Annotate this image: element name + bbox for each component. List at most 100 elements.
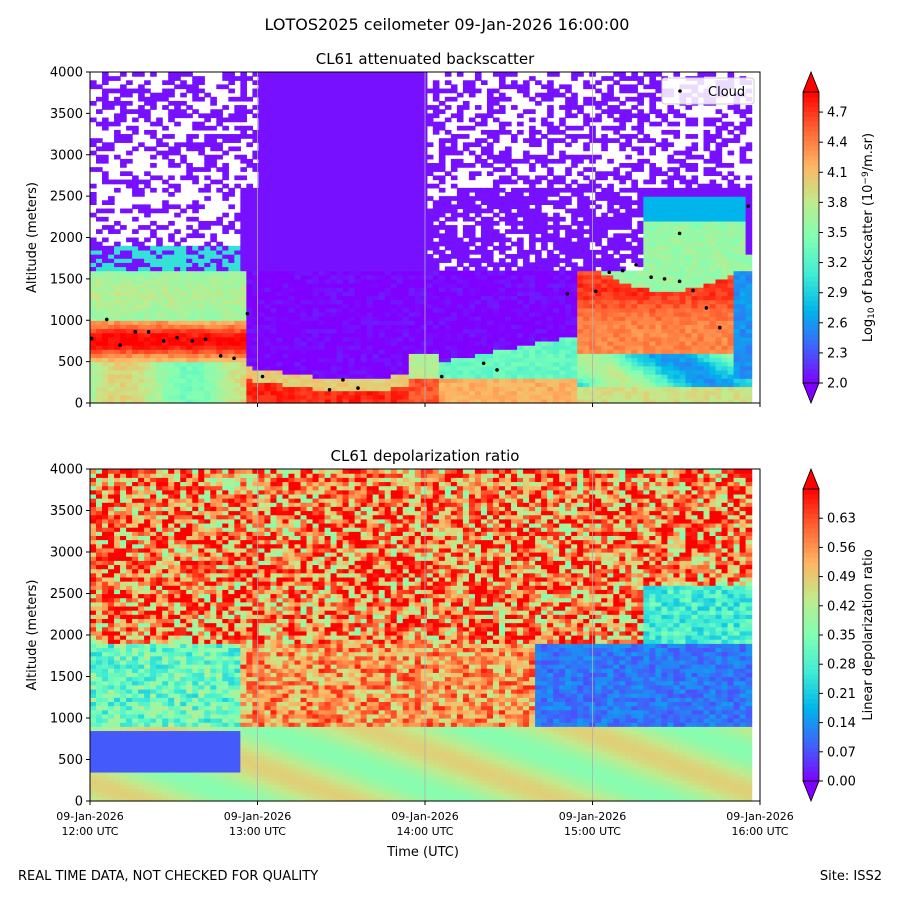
heatmap-cell xyxy=(246,353,253,359)
heatmap-cell xyxy=(132,229,139,234)
heatmap-cell xyxy=(492,357,500,363)
heatmap-cell xyxy=(408,72,416,77)
heatmap-cell xyxy=(336,237,344,243)
heatmap-cell xyxy=(240,88,247,94)
heatmap-cell xyxy=(456,150,464,156)
heatmap-cell xyxy=(342,167,350,172)
heatmap-cell xyxy=(330,179,338,185)
heatmap-cell xyxy=(132,270,139,276)
heatmap-cell xyxy=(342,100,350,106)
heatmap-cell xyxy=(168,324,175,330)
heatmap-cell xyxy=(390,167,398,172)
heatmap-cell xyxy=(306,146,314,152)
heatmap-cell xyxy=(372,220,380,226)
heatmap-cell xyxy=(102,378,109,383)
heatmap-cell xyxy=(408,229,416,234)
heatmap-cell xyxy=(108,386,115,392)
heatmap-cell xyxy=(306,129,314,135)
heatmap-cell xyxy=(517,129,524,135)
heatmap-cell xyxy=(222,332,229,338)
heatmap-cell xyxy=(372,340,380,346)
heatmap-cell xyxy=(114,303,121,309)
heatmap-cell xyxy=(276,204,284,210)
heatmap-cell xyxy=(234,262,241,268)
heatmap-cell xyxy=(420,299,428,305)
heatmap-cell xyxy=(138,332,145,338)
heatmap-cell xyxy=(192,175,199,181)
heatmap-cell xyxy=(330,316,338,321)
heatmap-cell xyxy=(198,233,205,239)
heatmap-cell xyxy=(120,208,127,214)
heatmap-cell xyxy=(258,340,266,346)
heatmap-cell xyxy=(342,241,350,247)
heatmap-cell xyxy=(192,382,199,388)
heatmap-cell xyxy=(492,96,500,102)
heatmap-cell xyxy=(372,398,380,404)
heatmap-cell xyxy=(306,311,314,317)
heatmap-cell xyxy=(204,374,211,379)
heatmap-cell xyxy=(378,233,386,239)
heatmap-cell xyxy=(198,311,205,317)
heatmap-cell xyxy=(258,179,266,185)
heatmap-cell xyxy=(210,249,217,255)
heatmap-cell xyxy=(384,179,392,185)
heatmap-cell xyxy=(294,179,302,185)
heatmap-cell xyxy=(252,138,260,143)
heatmap-cell xyxy=(264,204,272,210)
heatmap-cell xyxy=(402,113,410,119)
heatmap-cell xyxy=(372,349,380,354)
heatmap-cell xyxy=(523,270,530,276)
heatmap-cell xyxy=(96,229,103,234)
heatmap-cell xyxy=(318,365,326,371)
heatmap-cell xyxy=(156,349,163,354)
heatmap-cell xyxy=(450,204,458,210)
heatmap-cell xyxy=(120,138,127,143)
heatmap-cell xyxy=(432,175,440,181)
heatmap-cell xyxy=(342,233,350,239)
heatmap-cell xyxy=(486,299,494,305)
heatmap-cell xyxy=(378,274,386,280)
heatmap-cell xyxy=(330,72,338,77)
heatmap-cell xyxy=(324,262,332,268)
heatmap-cell xyxy=(408,254,416,259)
heatmap-cell xyxy=(186,163,193,168)
heatmap-cell xyxy=(360,150,368,156)
heatmap-cell xyxy=(162,357,169,363)
heatmap-cell xyxy=(511,382,518,388)
heatmap-cell xyxy=(90,316,97,321)
heatmap-cell xyxy=(270,72,278,77)
heatmap-cell xyxy=(432,295,440,301)
heatmap-cell xyxy=(535,220,542,226)
heatmap-cell xyxy=(282,357,290,363)
heatmap-cell xyxy=(456,245,464,251)
heatmap-cell xyxy=(216,274,223,280)
heatmap-cell xyxy=(390,365,398,371)
heatmap-cell xyxy=(336,378,344,383)
heatmap-cell xyxy=(150,398,157,404)
heatmap-cell xyxy=(258,84,266,90)
heatmap-cell xyxy=(114,324,121,330)
heatmap-cell xyxy=(396,158,404,164)
heatmap-cell xyxy=(258,72,266,77)
heatmap-cell xyxy=(144,398,151,404)
heatmap-cell xyxy=(535,92,542,98)
heatmap-cell xyxy=(396,220,404,226)
heatmap-cell xyxy=(444,357,452,363)
heatmap-cell xyxy=(282,249,290,255)
heatmap-cell xyxy=(390,109,398,114)
heatmap-cell xyxy=(414,225,422,230)
heatmap-cell xyxy=(541,291,548,297)
heatmap-cell xyxy=(252,191,260,197)
heatmap-cell xyxy=(246,328,253,334)
heatmap-cell xyxy=(318,336,326,342)
heatmap-cell xyxy=(120,382,127,388)
heatmap-cell xyxy=(156,117,163,123)
heatmap-cell xyxy=(276,382,284,388)
heatmap-cell xyxy=(480,208,488,214)
heatmap-cell xyxy=(156,365,163,371)
heatmap-cell xyxy=(258,125,266,131)
heatmap-cell xyxy=(426,336,434,342)
heatmap-cell xyxy=(348,328,356,334)
heatmap-cell xyxy=(330,349,338,354)
heatmap-cell xyxy=(486,303,494,309)
